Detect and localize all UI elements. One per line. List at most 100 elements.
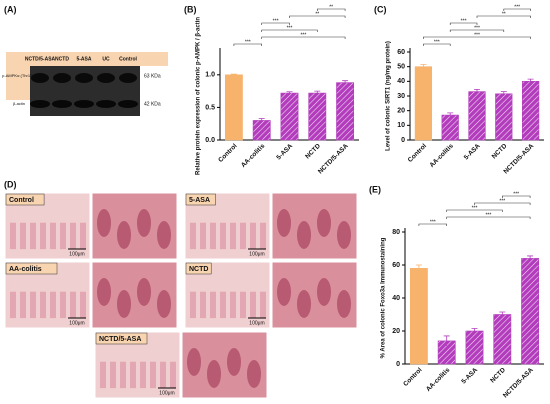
scale-label: 100μm: [249, 320, 264, 326]
crypt: [50, 222, 56, 250]
crypt: [250, 222, 256, 250]
significance-label: ***: [514, 4, 520, 10]
bar: [495, 93, 513, 141]
error-bar: [258, 118, 265, 123]
image-label-box: [185, 262, 212, 275]
crypt: [100, 361, 106, 389]
band: [119, 73, 137, 83]
crypt: [220, 291, 226, 319]
lane-label: Control: [119, 56, 137, 62]
image-label: AA-colitis: [9, 266, 42, 273]
significance-bracket: [261, 22, 290, 25]
x-tick-label: Control: [407, 143, 428, 164]
gland: [317, 278, 331, 306]
lane-label: NCTD: [55, 56, 69, 62]
crypt: [80, 222, 86, 250]
crypt: [110, 361, 116, 389]
y-tick-label: 60: [392, 262, 400, 269]
y-tick-label: 0: [396, 361, 400, 368]
image-label-box: [185, 193, 216, 206]
crypt: [80, 291, 86, 319]
error-bar: [420, 64, 427, 69]
gland: [97, 209, 111, 237]
gland: [317, 209, 331, 237]
gland: [207, 360, 221, 388]
y-tick-label: 20: [392, 328, 400, 335]
band: [30, 100, 50, 108]
significance-label: ***: [485, 212, 491, 218]
x-tick-label: 5-ASA: [460, 366, 479, 385]
crypt: [30, 291, 36, 319]
scale-label: 100μm: [159, 390, 174, 396]
row-label: β-actin: [13, 101, 25, 106]
error-bar: [471, 328, 478, 334]
size-label: 63 KDa: [144, 73, 161, 79]
crypt: [200, 291, 206, 319]
y-tick-label: 1.0: [205, 72, 215, 79]
significance-bracket: [502, 195, 531, 198]
crypt: [40, 291, 46, 319]
bar: [308, 92, 327, 141]
bar: [468, 91, 486, 141]
band: [74, 100, 94, 108]
panel-label: (C): [374, 4, 387, 14]
y-axis-label: Level of colonic SIRT1 (ng/mg protein): [386, 41, 392, 151]
significance-label: ***: [472, 205, 478, 211]
x-tick-label: NCTD: [489, 366, 507, 384]
error-bar: [447, 112, 454, 118]
image-label: NCTD/5-ASA: [99, 336, 141, 343]
y-tick-label: 10: [397, 122, 405, 129]
crypt: [10, 222, 16, 250]
image-label-box: [5, 193, 45, 206]
y-tick-label: 0.0: [205, 137, 215, 144]
significance-bracket: [474, 202, 531, 205]
error-bar: [474, 89, 480, 94]
x-tick-label: AA-colitis: [425, 366, 452, 393]
gland: [97, 278, 111, 306]
image-label: Control: [9, 197, 34, 204]
significance-bracket: [423, 36, 531, 39]
x-tick-label: NCTD/5-ASA: [502, 366, 535, 399]
significance-bracket: [261, 36, 346, 39]
bar: [414, 66, 433, 141]
significance-label: ***: [430, 219, 436, 225]
panel-label: (D): [4, 179, 17, 189]
gland: [187, 348, 201, 376]
y-tick-label: 50: [397, 64, 405, 71]
significance-bracket: [449, 29, 505, 32]
error-bar: [415, 264, 422, 272]
significance-bracket: [446, 216, 531, 219]
crypt: [240, 291, 246, 319]
band: [97, 73, 115, 83]
image-label: 5-ASA: [189, 197, 210, 204]
panel-label: (B): [184, 4, 197, 14]
gland: [277, 209, 291, 237]
significance-bracket: [476, 15, 531, 18]
crypt: [150, 361, 156, 389]
band: [53, 73, 71, 83]
significance-label: **: [315, 11, 319, 17]
significance-label: ***: [474, 25, 480, 31]
significance-label: ***: [513, 191, 519, 197]
x-tick-label: 5-ASA: [463, 142, 482, 161]
bar: [521, 81, 540, 141]
significance-bracket: [261, 29, 318, 32]
lane-label: 5-ASA: [76, 56, 91, 62]
error-bar: [500, 91, 507, 96]
bar: [441, 114, 459, 141]
crypt: [170, 361, 176, 389]
x-tick-label: NCTD/5-ASA: [317, 142, 350, 175]
bar: [409, 267, 428, 365]
crypt: [130, 361, 136, 389]
band: [96, 100, 116, 108]
significance-label: ***: [273, 18, 279, 24]
image-label-box: [95, 332, 148, 345]
gland: [337, 221, 351, 249]
crypt: [260, 291, 266, 319]
size-label: 42 KDa: [144, 101, 161, 107]
scale-label: 100μm: [69, 320, 84, 326]
significance-bracket: [233, 43, 262, 46]
significance-label: ***: [287, 25, 293, 31]
x-tick-label: Control: [402, 367, 423, 388]
